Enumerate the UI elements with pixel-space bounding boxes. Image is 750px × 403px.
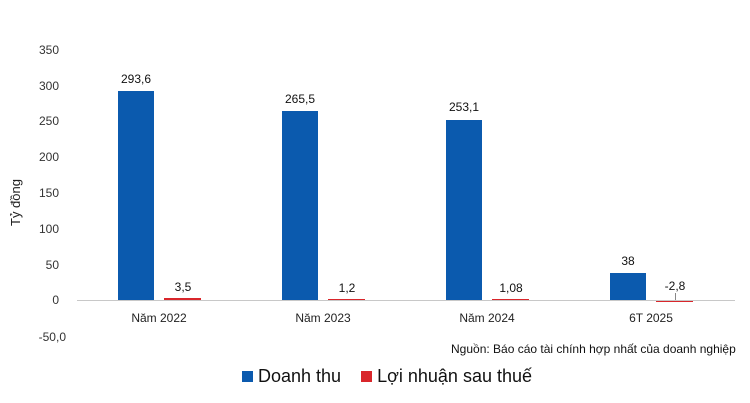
data-label-profit: -2,8 bbox=[664, 279, 686, 293]
y-tick: 150 bbox=[38, 186, 59, 200]
legend-item-profit: Lợi nhuận sau thuế bbox=[361, 366, 532, 387]
data-label-revenue: 265,5 bbox=[284, 92, 316, 106]
bar-revenue-2024 bbox=[446, 120, 482, 300]
legend: Doanh thu Lợi nhuận sau thuế bbox=[242, 366, 552, 387]
bar-profit-2022 bbox=[164, 298, 201, 300]
legend-label-revenue: Doanh thu bbox=[258, 366, 342, 386]
y-tick: 200 bbox=[38, 150, 59, 164]
data-label-profit: 1,2 bbox=[338, 281, 356, 295]
legend-item-revenue: Doanh thu bbox=[242, 366, 341, 387]
leader-line bbox=[675, 293, 676, 300]
bar-revenue-2022 bbox=[118, 91, 154, 300]
source-note: Nguồn: Báo cáo tài chính hợp nhất của do… bbox=[451, 342, 736, 356]
y-tick: 0 bbox=[52, 293, 59, 307]
bar-revenue-2023 bbox=[282, 111, 318, 300]
legend-label-profit: Lợi nhuận sau thuế bbox=[377, 366, 533, 386]
legend-swatch-profit bbox=[361, 371, 373, 382]
bar-profit-6t2025 bbox=[656, 300, 693, 302]
x-category-label: 6T 2025 bbox=[629, 311, 673, 325]
y-tick: 250 bbox=[38, 114, 59, 128]
data-label-profit: 3,5 bbox=[174, 280, 192, 294]
y-tick: 50 bbox=[45, 258, 59, 272]
y-tick: -50,0 bbox=[38, 330, 66, 344]
bar-profit-2024 bbox=[492, 299, 529, 300]
data-label-profit: 1,08 bbox=[499, 281, 523, 295]
x-category-label: Năm 2022 bbox=[131, 311, 187, 325]
x-axis-line bbox=[77, 300, 735, 301]
data-label-revenue: 253,1 bbox=[448, 100, 480, 114]
y-tick: 300 bbox=[38, 79, 59, 93]
x-category-label: Năm 2024 bbox=[459, 311, 515, 325]
bar-profit-2023 bbox=[328, 299, 365, 300]
y-tick: 350 bbox=[38, 43, 59, 57]
bar-revenue-6t2025 bbox=[610, 273, 646, 300]
data-label-revenue: 38 bbox=[621, 254, 635, 268]
legend-swatch-revenue bbox=[242, 371, 253, 382]
data-label-revenue: 293,6 bbox=[120, 72, 152, 86]
y-axis-label: Tỷ đồng bbox=[8, 179, 23, 226]
y-tick: 100 bbox=[38, 222, 59, 236]
x-category-label: Năm 2023 bbox=[295, 311, 351, 325]
